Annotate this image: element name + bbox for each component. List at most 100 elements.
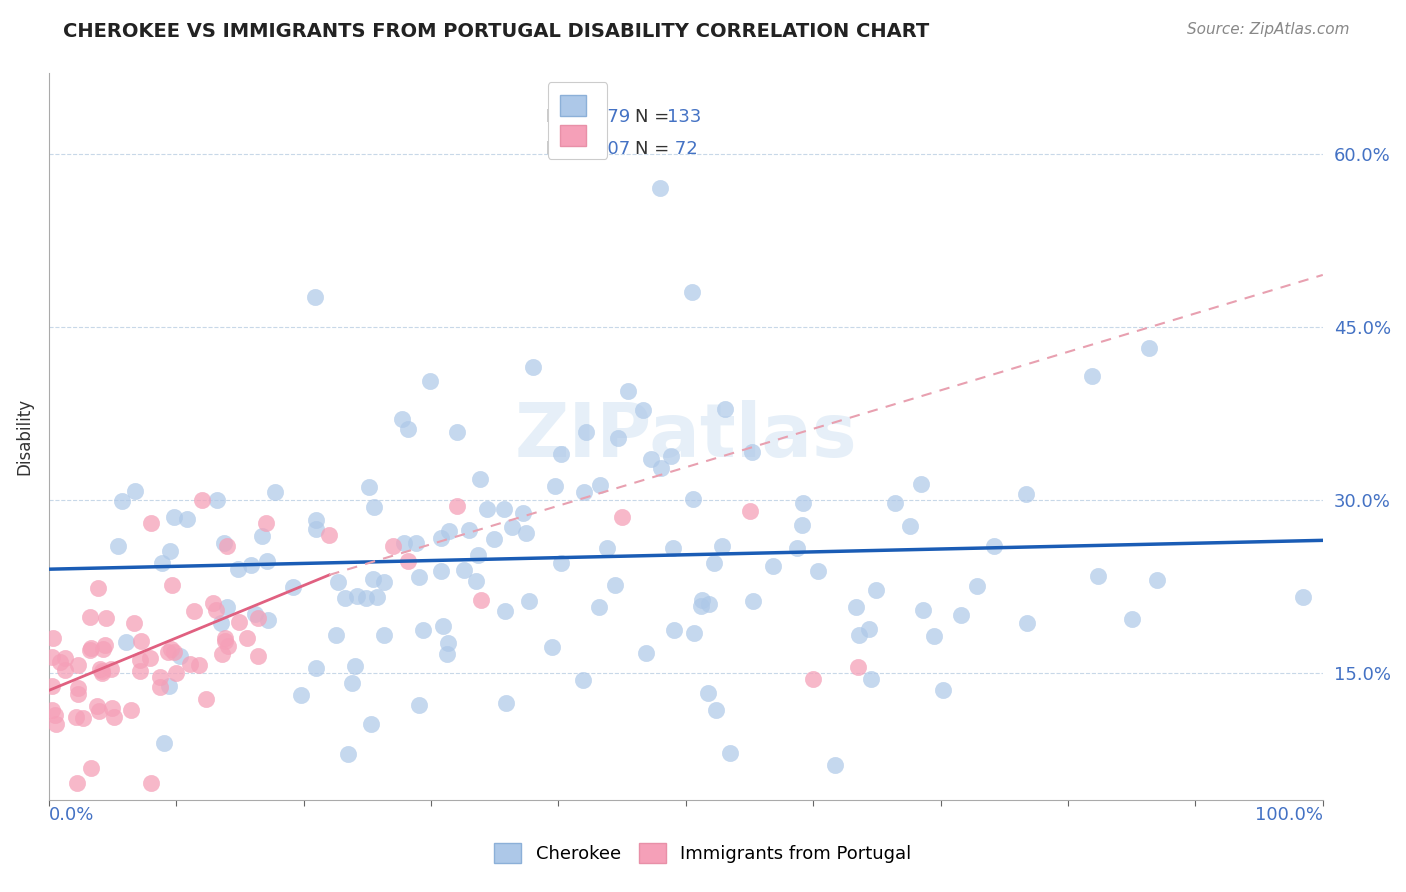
Point (846, 660, 869, 674)
Point (159, 543, 181, 558)
Point (41, 679, 63, 693)
Point (215, 600, 238, 615)
Point (183, 603, 205, 617)
Point (305, 661, 328, 675)
Point (53, 663, 76, 677)
Point (90, 665, 112, 680)
Point (1146, 573, 1168, 587)
Point (588, 599, 610, 614)
Point (91, 641, 114, 656)
Point (492, 502, 515, 516)
Point (305, 522, 328, 536)
Point (544, 479, 567, 493)
Text: CHEROKEE VS IMMIGRANTS FROM PORTUGAL DISABILITY CORRELATION CHART: CHEROKEE VS IMMIGRANTS FROM PORTUGAL DIS… (63, 22, 929, 41)
Point (41, 649, 63, 664)
Point (139, 775, 162, 789)
Point (572, 485, 595, 500)
Point (94, 638, 117, 652)
Point (86, 699, 108, 714)
Point (922, 629, 945, 643)
Point (360, 716, 382, 731)
Point (391, 412, 413, 426)
Point (191, 492, 214, 507)
Point (703, 557, 725, 571)
Point (247, 611, 270, 625)
Point (214, 632, 236, 646)
Point (699, 597, 721, 611)
Point (205, 603, 228, 617)
Point (53, 651, 76, 665)
Point (704, 703, 727, 717)
Point (718, 746, 741, 760)
Point (762, 559, 785, 574)
Point (44, 708, 66, 723)
Point (153, 736, 176, 750)
Point (228, 615, 250, 629)
Point (243, 607, 266, 622)
Point (79, 609, 101, 624)
Point (373, 628, 395, 642)
Point (94, 611, 117, 625)
Point (326, 574, 349, 589)
Point (214, 633, 236, 648)
Point (336, 747, 359, 761)
Point (122, 616, 145, 631)
Point (195, 692, 218, 706)
Point (201, 596, 224, 610)
Point (1292, 591, 1315, 605)
Point (845, 600, 868, 615)
Point (437, 636, 460, 650)
Point (883, 496, 905, 510)
Point (432, 618, 454, 632)
Text: R =: R = (546, 108, 585, 126)
Point (163, 510, 186, 524)
Point (100, 662, 122, 676)
Point (408, 570, 430, 584)
Point (517, 593, 540, 607)
Point (79, 641, 101, 656)
Point (612, 510, 634, 524)
Point (45, 717, 67, 731)
Point (163, 645, 186, 659)
Point (690, 599, 713, 613)
Point (226, 562, 249, 576)
Point (446, 499, 468, 513)
Point (149, 670, 172, 684)
Point (738, 504, 761, 518)
Text: 0.079: 0.079 (581, 108, 631, 126)
Point (650, 461, 672, 475)
Point (550, 447, 572, 461)
Point (446, 425, 468, 439)
Point (571, 673, 593, 688)
Point (318, 527, 340, 541)
Point (430, 565, 453, 579)
Point (354, 591, 377, 606)
Point (361, 573, 384, 587)
Text: ZIPatlas: ZIPatlas (515, 400, 858, 473)
Point (824, 758, 846, 772)
Point (494, 604, 516, 618)
Point (381, 539, 404, 553)
Point (157, 645, 180, 659)
Point (304, 513, 326, 527)
Point (659, 449, 682, 463)
Legend: , : , (548, 82, 607, 159)
Point (247, 649, 270, 664)
Point (101, 700, 124, 714)
Point (138, 651, 160, 665)
Point (160, 642, 183, 657)
Point (860, 672, 883, 686)
Point (589, 478, 612, 492)
Point (79, 643, 101, 657)
Point (165, 666, 187, 681)
Legend: Cherokee, Immigrants from Portugal: Cherokee, Immigrants from Portugal (485, 834, 921, 872)
Point (742, 594, 765, 608)
Point (340, 676, 363, 690)
Point (617, 384, 640, 398)
Point (786, 541, 808, 555)
Point (1015, 487, 1038, 501)
Point (67, 658, 90, 673)
Point (932, 682, 955, 697)
Point (1015, 615, 1038, 630)
Text: 72: 72 (669, 140, 697, 158)
